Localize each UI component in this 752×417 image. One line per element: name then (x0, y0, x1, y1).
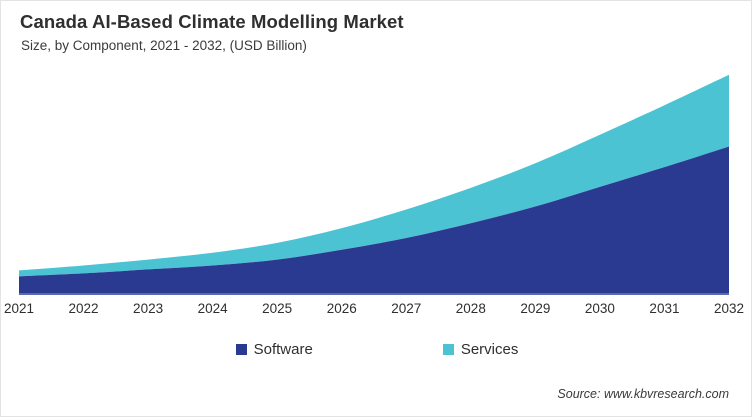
chart-legend: Software Services (1, 341, 751, 358)
chart-subtitle: Size, by Component, 2021 - 2032, (USD Bi… (21, 38, 307, 53)
area-series-software (19, 146, 729, 295)
area-series-services (19, 74, 729, 277)
x-axis-tick-2027: 2027 (391, 301, 422, 316)
x-axis-tick-2022: 2022 (68, 301, 99, 316)
x-axis-tick-2032: 2032 (713, 301, 745, 316)
legend-label: Software (253, 341, 313, 358)
x-axis-tick-2030: 2030 (584, 301, 615, 316)
legend-swatch-icon (442, 344, 454, 355)
page-title: Canada AI-Based Climate Modelling Market (20, 11, 404, 32)
x-axis-tick-2024: 2024 (197, 301, 228, 316)
x-axis-tick-labels: 2021 2022 2023 2024 2025 2026 2027 2028 2029 2030… (1, 301, 751, 323)
x-axis-tick-2026: 2026 (326, 301, 357, 316)
legend-item-services[interactable]: Services (442, 341, 519, 358)
x-axis-tick-2029: 2029 (520, 301, 551, 316)
x-axis-tick-2021: 2021 (3, 301, 35, 316)
plot-svg (19, 74, 729, 295)
x-axis-tick-2023: 2023 (133, 301, 164, 316)
legend-swatch-icon (235, 344, 247, 355)
legend-item-software[interactable]: Software (235, 341, 313, 358)
source-attribution: Source: www.kbvresearch.com (557, 387, 729, 401)
legend-label: Services (460, 341, 519, 358)
x-axis-tick-2028: 2028 (455, 301, 486, 316)
stacked-area-plot (19, 59, 729, 295)
x-axis-tick-2025: 2025 (262, 301, 293, 316)
x-axis-line (19, 293, 729, 295)
x-axis-tick-2031: 2031 (649, 301, 680, 316)
